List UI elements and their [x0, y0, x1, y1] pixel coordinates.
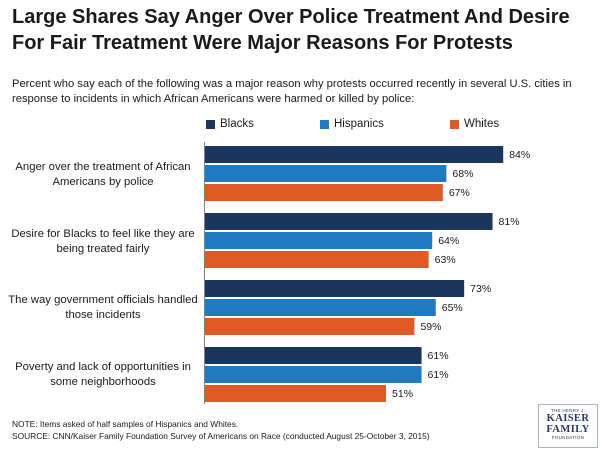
data-label-blacks-1: 81% [499, 216, 520, 228]
chart-legend: Blacks Hispanics Whites [0, 118, 600, 132]
data-label-whites-3: 51% [392, 388, 413, 400]
logo-line: KAISER [546, 413, 590, 424]
data-label-hispanics-1: 64% [438, 235, 459, 247]
bar-hispanics-3 [205, 366, 422, 383]
legend-item-whites: Whites [450, 118, 499, 130]
data-label-blacks-0: 84% [509, 149, 530, 161]
bar-hispanics-0 [205, 165, 447, 182]
category-label-line: Americans by police [52, 176, 154, 188]
chart-subtitle: Percent who say each of the following wa… [12, 78, 572, 105]
chart-title: Large Shares Say Anger Over Police Treat… [12, 6, 570, 54]
kaiser-logo: THE HENRY J. KAISER FAMILY FOUNDATION [538, 404, 598, 448]
category-label-poverty: Poverty and lack of opportunities in som… [8, 360, 198, 390]
data-label-blacks-3: 61% [428, 350, 449, 362]
legend-label-blacks: Blacks [220, 118, 254, 130]
data-label-blacks-2: 73% [470, 283, 491, 295]
category-label-anger: Anger over the treatment of African Amer… [8, 160, 198, 190]
chart-notes: NOTE: Items asked of half samples of His… [12, 418, 452, 442]
logo-line: FOUNDATION [551, 435, 585, 440]
legend-swatch-blacks [206, 119, 215, 129]
category-label-line: some neighborhoods [50, 376, 156, 388]
data-label-hispanics-3: 61% [428, 369, 449, 381]
category-label-fairness: Desire for Blacks to feel like they are … [8, 227, 198, 257]
data-label-whites-1: 63% [435, 254, 456, 266]
data-label-hispanics-2: 65% [442, 302, 463, 314]
bar-hispanics-1 [205, 232, 433, 249]
category-label-line: The way government officials handled [8, 294, 198, 306]
bar-hispanics-2 [205, 299, 436, 316]
logo-line: FAMILY [546, 424, 590, 435]
category-axis-line [204, 142, 205, 404]
legend-item-hispanics: Hispanics [320, 118, 384, 130]
category-label-line: being treated fairly [56, 243, 150, 255]
category-label-line: Anger over the treatment of African [15, 161, 191, 173]
legend-swatch-whites [450, 119, 459, 129]
legend-item-blacks: Blacks [206, 118, 254, 130]
data-label-whites-0: 67% [449, 187, 470, 199]
bar-blacks-0 [205, 146, 504, 163]
bar-whites-2 [205, 318, 415, 335]
bar-whites-3 [205, 385, 387, 402]
bar-blacks-2 [205, 280, 465, 297]
category-label-line: those incidents [65, 309, 141, 321]
bar-whites-1 [205, 251, 429, 268]
note-text: NOTE: Items asked of half samples of His… [12, 419, 239, 429]
legend-label-whites: Whites [464, 118, 500, 130]
logo-line: THE HENRY J. [550, 408, 586, 413]
source-text: SOURCE: CNN/Kaiser Family Foundation Sur… [12, 431, 430, 441]
legend-swatch-hispanics [320, 119, 329, 129]
category-label-line: Poverty and lack of opportunities in [15, 361, 191, 373]
data-label-whites-2: 59% [420, 321, 441, 333]
category-label-line: Desire for Blacks to feel like they are [11, 228, 195, 240]
bar-whites-0 [205, 184, 443, 201]
legend-label-hispanics: Hispanics [334, 118, 384, 130]
bar-blacks-3 [205, 347, 422, 364]
category-label-officials: The way government officials handled tho… [8, 293, 198, 323]
bar-blacks-1 [205, 213, 493, 230]
data-label-hispanics-0: 68% [452, 168, 473, 180]
